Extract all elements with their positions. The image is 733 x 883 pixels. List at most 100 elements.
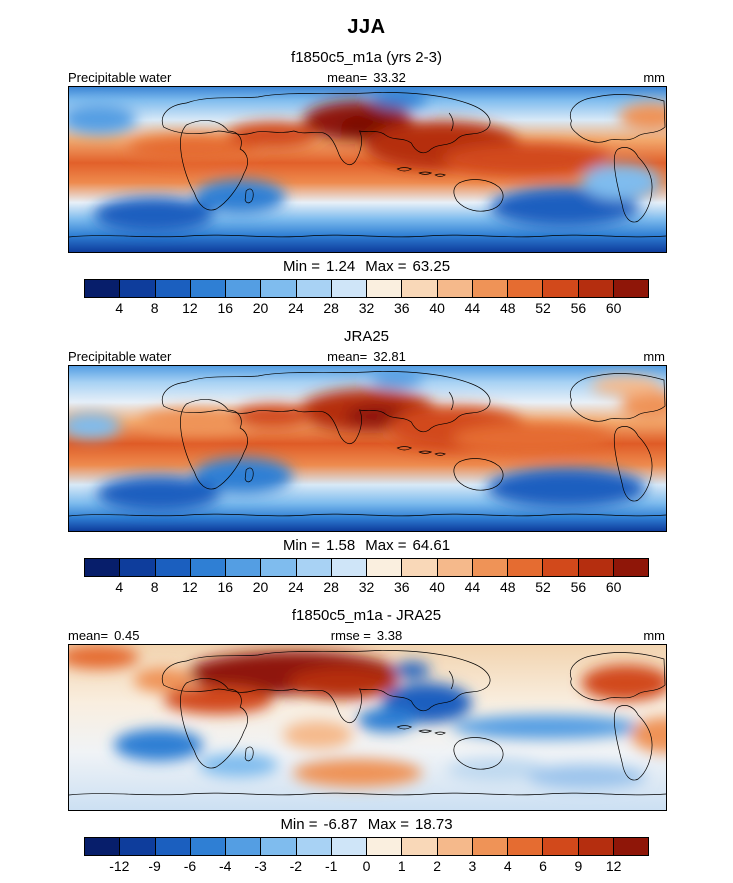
panel-subtitle: f1850c5_m1a - JRA25 [291,607,442,624]
colorbar-cell [542,559,578,576]
colorbar-cell [295,838,331,855]
colorbar-tick-label: 40 [429,579,445,595]
colorbar-cell [225,559,261,576]
colorbar-cell [154,838,190,855]
colorbar-tick-label: 0 [362,858,371,874]
colorbar-tick-label: -1 [324,858,338,874]
colorbar-cell [366,559,402,576]
minmax-line: Min = 1.58 Max = 64.61 [68,537,665,554]
colorbar-cell [436,280,472,297]
colorbar-cell [366,838,402,855]
colorbar-cell [154,559,190,576]
colorbar-tick-label: -6 [183,858,197,874]
colorbar-cell [85,280,120,297]
colorbar-tick-label: 60 [605,579,622,595]
colorbar-cells [84,558,649,577]
min-label: Min = [282,258,321,275]
colorbar-cell [471,559,507,576]
colorbar-cell [225,838,261,855]
colorbar-cell [401,838,437,855]
colorbar-tick-label: 32 [358,300,375,316]
colorbar-cell [366,280,402,297]
colorbar-cell [260,280,296,297]
colorbar-tick-label: 4 [115,579,124,595]
colorbar-cell [119,838,155,855]
colorbar-tick-label: -3 [254,858,267,874]
colorbar-tick-label: 48 [499,300,516,316]
colorbar-cell [85,559,120,576]
reference-map-image [69,366,666,531]
colorbar-tick-label: -12 [109,858,130,874]
colorbar-tick-label: 20 [252,579,269,595]
colorbar-tick-label: 16 [217,579,234,595]
model-map-image [69,87,666,252]
min-value: 1.24 [326,258,356,275]
colorbar-cell [542,838,578,855]
colorbar-tick-label: 52 [535,300,551,316]
colorbar-tick-label: 4 [503,858,512,874]
units-label: mm [643,349,665,364]
colorbar-tick-label: 16 [217,300,234,316]
colorbar-tick-label: 28 [323,579,339,595]
colorbar-tick-label: 9 [574,858,583,874]
colorbar-cell [225,280,261,297]
colorbar-tick-label: 40 [429,300,445,316]
map-header: mean= 0.45 rmse = 3.38 mm [68,628,665,643]
colorbar-tick-label: 56 [570,579,587,595]
colorbar-tick-label: 8 [150,300,159,316]
colorbar-cell [330,559,366,576]
colorbar-cell [401,559,437,576]
colorbar-tick-label: 1 [397,858,406,874]
rmse-label: rmse = [330,628,371,643]
colorbar-cell [189,559,225,576]
minmax-line: Min = 1.24 Max = 63.25 [68,258,665,275]
map-header: Precipitable water mean= 33.32 mm [68,70,665,85]
mean-label: mean= [327,349,368,364]
colorbar-cell [577,559,613,576]
panel-difference: f1850c5_m1a - JRA25 mean= 0.45 rmse = 3.38… [0,607,733,876]
max-label: Max = [365,258,407,275]
colorbar-cell [542,280,578,297]
min-value: -6.87 [323,816,358,833]
colorbar-tick-label: 2 [433,858,442,874]
colorbar-cell [119,280,155,297]
colorbar-cell [330,838,366,855]
colorbar-cell [189,280,225,297]
mean-value: 0.45 [114,628,140,643]
colorbar-cells [84,837,649,856]
minmax-line: Min = -6.87 Max = 18.73 [68,816,665,833]
rmse-stat: rmse = 3.38 [331,628,402,643]
colorbar-tick-label: 12 [182,579,198,595]
colorbar-cell [612,280,648,297]
panel-subtitle: JRA25 [343,328,390,345]
map-header: Precipitable water mean= 32.81 mm [68,349,665,364]
colorbar-cell [119,559,155,576]
mean-value: 33.32 [373,70,406,85]
colorbar-cell [436,838,472,855]
colorbar-cell [577,280,613,297]
colorbar-cell [85,838,120,855]
mean-stat: mean= 0.45 [68,628,331,643]
min-value: 1.58 [326,537,356,554]
colorbar-cell [330,280,366,297]
colorbar-tick-label: -4 [219,858,232,874]
rmse-value: 3.38 [376,628,403,643]
colorbar-cell [189,838,225,855]
colorbar-cell [507,559,543,576]
colorbar-cell [507,838,543,855]
colorbar-tick-label: 28 [323,300,339,316]
colorbar-tick-label: 24 [288,300,304,316]
mean-label: mean= [327,70,368,85]
colorbar-cell [471,838,507,855]
colorbar-cells [84,279,649,298]
colorbar-tick-label: 20 [252,300,269,316]
difference-map-image [69,645,666,810]
colorbar-cell [507,280,543,297]
reference-map [68,365,667,532]
model-map [68,86,667,253]
colorbar: -12 -9 -6 -4 -3 -2 -1 0 1 2 3 4 6 9 12 [84,837,649,876]
variable-label: Precipitable water [68,70,172,85]
colorbar-cell [260,559,296,576]
mean-label: mean= [68,628,109,643]
colorbar-cell [154,280,190,297]
